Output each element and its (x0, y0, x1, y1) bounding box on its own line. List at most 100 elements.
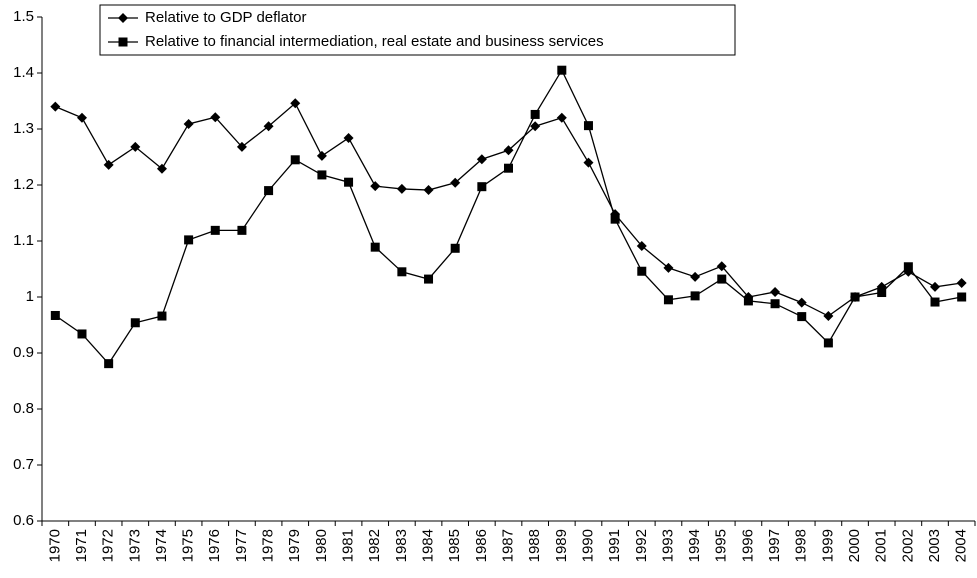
marker (637, 266, 647, 276)
marker (930, 281, 941, 292)
marker (716, 261, 727, 272)
marker (503, 145, 514, 156)
marker (396, 183, 407, 194)
marker (50, 310, 60, 320)
x-tick-label: 1990 (579, 529, 596, 562)
y-tick-label: 1 (26, 288, 34, 305)
marker (104, 359, 114, 369)
x-tick-label: 1985 (446, 529, 463, 562)
y-tick-label: 1.2 (13, 176, 34, 193)
marker (77, 329, 87, 339)
y-tick-label: 0.6 (13, 512, 34, 529)
x-tick-label: 2004 (953, 529, 970, 562)
marker (530, 109, 540, 119)
marker (76, 112, 87, 123)
marker (796, 297, 807, 308)
marker (636, 241, 647, 252)
x-tick-label: 1977 (233, 529, 250, 562)
marker (263, 121, 274, 132)
x-tick-label: 1987 (499, 529, 516, 562)
marker (743, 296, 753, 306)
x-tick-label: 1979 (286, 529, 303, 562)
marker (424, 274, 434, 284)
series-line (55, 102, 962, 317)
marker (118, 13, 128, 23)
marker (583, 157, 594, 168)
marker (476, 154, 487, 165)
x-tick-label: 2002 (899, 529, 916, 562)
marker (50, 101, 61, 112)
marker (504, 163, 513, 173)
marker (397, 267, 407, 277)
marker (690, 271, 701, 282)
x-tick-label: 1986 (473, 529, 490, 562)
x-tick-label: 2000 (846, 529, 863, 562)
y-tick-label: 1.4 (13, 64, 34, 81)
y-tick-label: 0.7 (13, 456, 34, 473)
legend-box (99, 4, 736, 56)
marker (770, 299, 780, 309)
marker (450, 243, 460, 253)
marker (797, 312, 807, 322)
legend-label: Relative to financial intermediation, re… (145, 33, 604, 50)
marker (557, 65, 567, 75)
x-tick-label: 2001 (873, 529, 890, 562)
x-tick-label: 1974 (153, 529, 170, 562)
x-tick-label: 1981 (340, 529, 357, 562)
x-tick-label: 1999 (819, 529, 836, 562)
marker (423, 185, 434, 196)
marker (717, 274, 727, 284)
y-tick-label: 1.1 (13, 232, 34, 249)
marker (130, 141, 141, 152)
x-tick-label: 1971 (73, 529, 90, 562)
x-tick-label: 1988 (526, 529, 543, 562)
x-tick-label: 1975 (180, 529, 197, 562)
x-tick-label: 1980 (313, 529, 330, 562)
marker (103, 159, 114, 170)
x-tick-label: 1996 (739, 529, 756, 562)
marker (823, 311, 834, 322)
x-tick-label: 1991 (606, 529, 623, 562)
marker (610, 214, 620, 224)
marker (344, 177, 354, 187)
x-tick-label: 1997 (766, 529, 783, 562)
marker (956, 278, 967, 288)
marker (156, 163, 167, 174)
marker (370, 181, 381, 192)
x-tick-label: 1972 (100, 529, 117, 562)
x-tick-label: 1994 (686, 529, 703, 562)
marker (290, 155, 300, 165)
x-tick-label: 1978 (260, 529, 277, 562)
marker (236, 141, 247, 152)
y-tick-label: 0.8 (13, 400, 34, 417)
y-tick-label: 0.9 (13, 344, 34, 361)
marker (316, 150, 327, 161)
x-tick-label: 1995 (713, 529, 730, 562)
x-tick-label: 1993 (659, 529, 676, 562)
marker (663, 262, 674, 273)
marker (903, 262, 913, 272)
marker (930, 297, 940, 307)
marker (210, 112, 221, 123)
marker (450, 177, 461, 188)
marker (877, 288, 887, 298)
x-tick-label: 1970 (46, 529, 63, 562)
marker (477, 182, 487, 192)
marker (770, 286, 781, 297)
marker (850, 292, 860, 302)
marker (130, 318, 140, 328)
x-tick-label: 1992 (633, 529, 650, 562)
marker (583, 121, 593, 131)
marker (823, 338, 833, 348)
marker (290, 98, 301, 109)
marker (343, 132, 354, 143)
marker (663, 295, 673, 305)
legend-label: Relative to GDP deflator (145, 9, 306, 26)
marker (183, 118, 194, 129)
series-line (54, 68, 962, 365)
x-tick-label: 1973 (126, 529, 143, 562)
x-tick-label: 1998 (793, 529, 810, 562)
marker (237, 225, 247, 235)
x-tick-label: 1984 (419, 529, 436, 562)
